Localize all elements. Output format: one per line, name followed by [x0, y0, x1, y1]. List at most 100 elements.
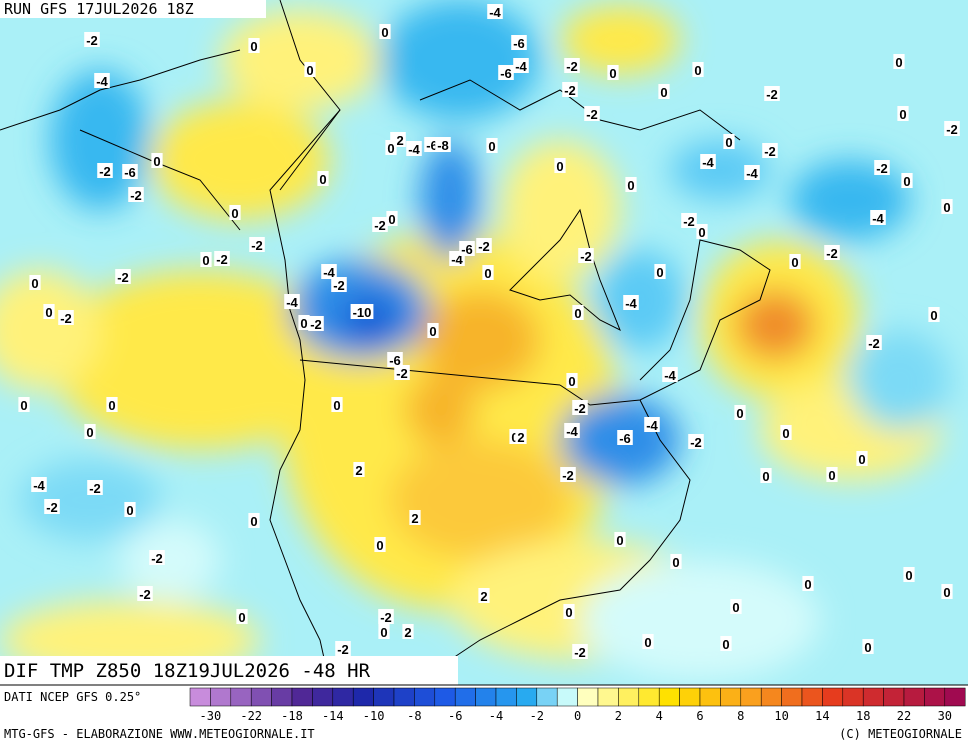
contour-value: 0: [484, 266, 491, 281]
colorbar-swatch: [801, 687, 823, 707]
label-bg: [321, 264, 337, 279]
contour-labels: 0-4-2 0 -60-4-6 -4 -2 0 00-2 0 -2-2 0-2-2-4 -6 -80 0…: [18, 4, 960, 660]
label-bg: [84, 32, 100, 47]
contour-value: 0: [319, 172, 326, 187]
colorbar-tick-label: 8: [737, 709, 744, 723]
contour-value: 0: [627, 178, 634, 193]
label-bg: [478, 588, 490, 603]
colorbar-swatch: [903, 687, 925, 707]
colorbar-swatch: [658, 687, 680, 707]
label-bg: [700, 154, 716, 169]
contour-label: -4: [94, 73, 110, 89]
contour-label: -2: [87, 480, 103, 496]
run-label: RUN GFS 17JUL2026 18Z: [4, 0, 194, 18]
label-bg: [331, 277, 347, 292]
contour-label: -2: [214, 251, 230, 267]
contour-value: -6: [619, 431, 631, 446]
label-bg: [249, 237, 265, 252]
label-bg: [18, 397, 30, 412]
contour-label: 0: [236, 609, 248, 625]
contour-value: -6: [426, 138, 438, 153]
contour-value: 0: [899, 107, 906, 122]
contour-label: -8: [435, 137, 451, 153]
contour-label: -6: [387, 352, 403, 368]
coastlines: [0, 0, 771, 685]
contour-label: 0: [572, 305, 584, 321]
colorbar-tick-label: 22: [897, 709, 911, 723]
colorbar-swatch: [312, 687, 334, 707]
contour-label: 2: [409, 510, 421, 526]
colorbar-swatch: [271, 687, 293, 707]
contour-label: 0: [43, 304, 55, 320]
colorbar-swatch: [822, 687, 844, 707]
contour-value: 0: [732, 600, 739, 615]
label-bg: [578, 248, 594, 263]
contour-value: -2: [139, 587, 151, 602]
contour-value: -4: [702, 155, 714, 170]
label-bg: [58, 310, 74, 325]
colorbar-swatch: [516, 687, 538, 707]
contour-label: 0: [482, 265, 494, 281]
label-bg: [353, 462, 365, 477]
label-bg: [644, 417, 660, 432]
label-bg: [385, 140, 397, 155]
contour-value: 0: [45, 305, 52, 320]
label-bg: [862, 639, 874, 654]
contour-label: 2: [402, 624, 414, 640]
contour-label: 0: [248, 38, 260, 54]
colorbar-swatch: [495, 687, 517, 707]
contour-value: -2: [46, 500, 58, 515]
contour-label: -2: [681, 213, 697, 229]
contour-value: -2: [337, 642, 349, 657]
contour-value: 0: [300, 316, 307, 331]
contour-value: 0: [574, 306, 581, 321]
contour-label: -4: [662, 367, 678, 383]
label-bg: [482, 265, 494, 280]
label-bg: [513, 58, 529, 73]
contour-value: 0: [568, 374, 575, 389]
contour-value: 0: [556, 159, 563, 174]
contour-label: -2: [578, 248, 594, 264]
contour-label: -4: [513, 58, 529, 74]
contour-label: 0: [229, 205, 241, 221]
contour-label: 0: [760, 468, 772, 484]
contour-label: 0: [625, 177, 637, 193]
label-bg: [200, 252, 212, 267]
contour-label: 0: [427, 323, 439, 339]
contour-value: -2: [396, 366, 408, 381]
contour-value: 0: [782, 426, 789, 441]
contour-value: 0: [694, 63, 701, 78]
label-bg: [115, 269, 131, 284]
contour-value: -2: [151, 551, 163, 566]
label-bg: [137, 586, 153, 601]
contour-value: 0: [388, 212, 395, 227]
label-bg: [379, 24, 391, 39]
contour-value: 0: [943, 200, 950, 215]
contour-label: 2: [353, 462, 365, 478]
contour-label: 0: [720, 636, 732, 652]
contour-label: -2: [137, 586, 153, 602]
contour-label: -4: [564, 423, 580, 439]
label-bg: [124, 502, 136, 517]
label-bg: [572, 644, 588, 659]
contour-label: -2: [335, 641, 351, 657]
contour-value: 0: [903, 174, 910, 189]
label-bg: [511, 35, 527, 50]
contour-label: 0: [298, 315, 310, 331]
contour-value: 0: [250, 39, 257, 54]
label-bg: [554, 158, 566, 173]
label-bg: [84, 424, 96, 439]
contour-label: -2: [944, 121, 960, 137]
label-bg: [427, 323, 439, 338]
label-bg: [654, 264, 666, 279]
contour-value: -2: [86, 33, 98, 48]
contour-label: 0: [374, 537, 386, 553]
contour-label: 0: [802, 576, 814, 592]
contour-value: -6: [513, 36, 525, 51]
label-bg: [44, 499, 60, 514]
colorbar-tick-label: -14: [322, 709, 344, 723]
contour-value: 0: [930, 308, 937, 323]
contour-value: 0: [250, 514, 257, 529]
label-bg: [572, 400, 588, 415]
